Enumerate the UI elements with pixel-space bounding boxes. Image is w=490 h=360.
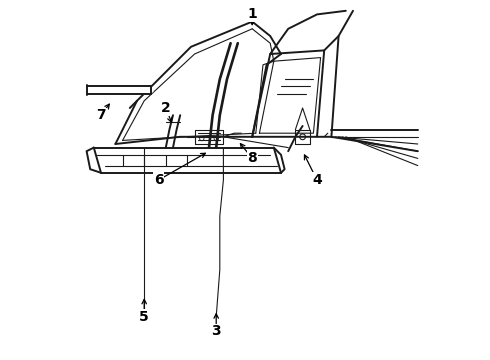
Text: 6: 6 bbox=[154, 173, 163, 187]
Text: 7: 7 bbox=[96, 108, 106, 122]
Text: 1: 1 bbox=[247, 8, 257, 21]
Text: 2: 2 bbox=[161, 101, 171, 115]
Text: 8: 8 bbox=[247, 152, 257, 165]
Text: 3: 3 bbox=[211, 324, 221, 338]
Text: 5: 5 bbox=[139, 310, 149, 324]
Text: 4: 4 bbox=[312, 173, 322, 187]
